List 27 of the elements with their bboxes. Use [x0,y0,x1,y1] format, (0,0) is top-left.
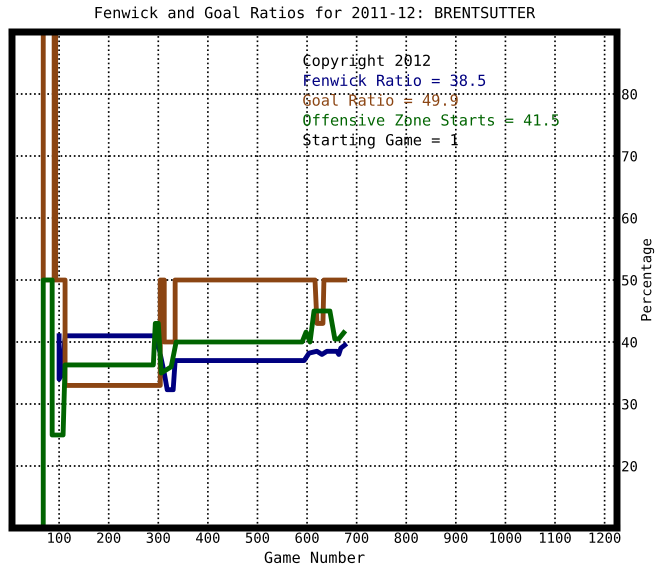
y-axis-title: Percentage [641,239,654,320]
x-tick-label: 100 [48,532,71,543]
y-tick-label: 50 [622,275,637,286]
annotation: Copyright 2012 [303,54,430,70]
x-tick-label: 500 [246,532,270,543]
x-tick-label: 1000 [490,532,522,543]
chart-title: Fenwick and Goal Ratios for 2011-12: BRENTSUTTER [95,6,536,18]
x-tick-label: 1100 [540,532,571,543]
text: Fenwick Ratio = 38.5 [304,74,486,86]
annotation: Starting Game = 1 [303,134,458,149]
y-tick-label: 70 [622,151,637,162]
x-tick-label: 1200 [590,532,620,543]
y-tick-label: 30 [622,399,637,410]
y-tick-label: 60 [622,213,637,224]
y-tick-label: 40 [622,337,637,348]
x-tick-label: 300 [146,532,170,543]
y-tick-label: 20 [622,461,637,472]
x-tick-label: 600 [295,532,319,543]
text: Offensive Zone Starts = 41.5 [303,114,559,126]
x-tick-label: 700 [345,532,368,543]
text: Goal Ratio = 49.9 [303,94,458,106]
x-tick-label: 800 [394,532,418,543]
x-tick-label: 900 [444,532,468,543]
y-tick-label: 80 [622,89,637,100]
x-tick-label: 400 [196,532,220,543]
x-axis-title: Game Number [264,551,365,564]
x-tick-label: 200 [97,532,120,543]
